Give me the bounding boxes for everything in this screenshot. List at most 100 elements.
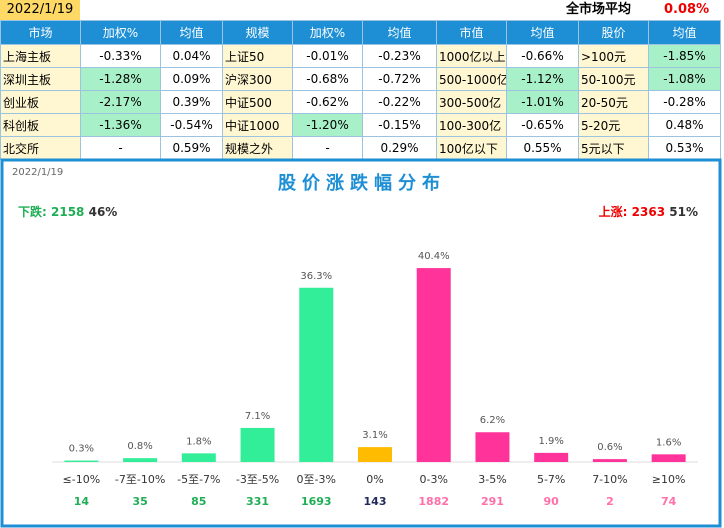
column-header: 规模 <box>222 20 293 45</box>
table-cell: -0.66% <box>506 44 579 68</box>
chart: 2022/1/19 股价涨跌幅分布 下跌: 2158 46% 上涨: 2363 … <box>0 158 722 528</box>
table-cell: 500-1000亿 <box>436 67 507 91</box>
bar <box>534 452 569 462</box>
table-cell: -0.28% <box>648 90 721 114</box>
table-cell: 300-500亿 <box>436 90 507 114</box>
table-cell: 科创板 <box>0 113 81 137</box>
x-tick-label: 5-7% <box>537 473 565 486</box>
table-cell: -0.72% <box>362 67 437 91</box>
table-cell: -1.08% <box>648 67 721 91</box>
x-tick-label: 0-3% <box>420 473 448 486</box>
table-cell: -0.01% <box>292 44 363 68</box>
table-cell: 1000亿以上 <box>436 44 507 68</box>
bar <box>651 454 686 462</box>
table-cell: -0.15% <box>362 113 437 137</box>
down-label: 下跌: <box>18 204 47 219</box>
x-tick-label: -3至-5% <box>236 473 279 486</box>
count-label: 143 <box>364 495 387 508</box>
column-header: 均值 <box>648 20 721 45</box>
table-row: 深圳主板 -1.28% 0.09% 沪深300 -0.68% -0.72% 500-1000… <box>0 67 721 91</box>
column-header: 均值 <box>506 20 579 45</box>
up-count: 2363 <box>632 205 665 219</box>
table-row: 北交所 -0.59% 规模之外 -0.29% 100亿以下 0.55% 5元以下 0.53% <box>0 136 721 160</box>
up-summary: 上涨: 2363 51% <box>599 204 698 219</box>
down-count: 2158 <box>51 205 84 219</box>
count-label: 74 <box>661 495 677 508</box>
table-cell: -0.23% <box>362 44 437 68</box>
table-cell: 上海主板 <box>0 44 81 68</box>
column-header: 加权% <box>80 20 161 45</box>
table-cell: >100元 <box>578 44 649 68</box>
value-label: 0.8% <box>127 441 152 452</box>
table-cell: 北交所 <box>0 136 81 160</box>
table-cell: 深圳主板 <box>0 67 81 91</box>
x-tick-label: 3-5% <box>478 473 506 486</box>
column-header: 市值 <box>436 20 507 45</box>
bar <box>299 287 334 462</box>
table-cell: 100-300亿 <box>436 113 507 137</box>
table-cell: 0.29% <box>362 136 437 160</box>
value-label: 0.6% <box>597 442 622 453</box>
table-cell: - <box>80 136 161 160</box>
market-avg: 0.08% <box>664 2 710 17</box>
table-row: 科创板 -1.36% -0.54% 中证1000 -1.20% -0.15% 100-300… <box>0 113 721 137</box>
x-tick-label: -5至-7% <box>177 473 220 486</box>
table-cell: 0.59% <box>160 136 223 160</box>
down-percent: 46% <box>89 205 118 219</box>
table-cell: 100亿以下 <box>436 136 507 160</box>
value-label: 3.1% <box>362 430 387 441</box>
bar <box>123 458 158 462</box>
table-cell: -1.01% <box>506 90 579 114</box>
x-tick-label: 0至-3% <box>297 473 336 486</box>
count-label: 1693 <box>301 495 332 508</box>
table-cell: -2.17% <box>80 90 161 114</box>
count-label: 14 <box>74 495 90 508</box>
bar <box>358 447 392 462</box>
table-cell: 中证500 <box>222 90 293 114</box>
top-bar: 2022/1/19 全市场平均 0.08% <box>0 0 720 20</box>
bar <box>592 459 627 462</box>
count-label: 90 <box>544 495 560 508</box>
table-cell: -1.12% <box>506 67 579 91</box>
table-cell: -0.68% <box>292 67 363 91</box>
table-cell: 上证50 <box>222 44 293 68</box>
bar <box>416 268 451 462</box>
bar <box>475 432 510 462</box>
down-summary: 下跌: 2158 46% <box>18 204 117 219</box>
table-cell: 50-100元 <box>578 67 649 91</box>
table-cell: 20-50元 <box>578 90 649 114</box>
column-header: 市场 <box>0 20 81 45</box>
table-cell: 0.09% <box>160 67 223 91</box>
table-cell: 0.48% <box>648 113 721 137</box>
column-header: 加权% <box>292 20 363 45</box>
count-label: 2 <box>606 495 614 508</box>
table-cell: -0.22% <box>362 90 437 114</box>
chart-date: 2022/1/19 <box>12 167 63 178</box>
table-cell: -0.33% <box>80 44 161 68</box>
chart-title: 股价涨跌幅分布 <box>277 172 446 194</box>
table-row: 上海主板 -0.33% 0.04% 上证50 -0.01% -0.23% 1000亿以上 -0… <box>0 44 721 68</box>
count-label: 1882 <box>418 495 449 508</box>
up-percent: 51% <box>669 205 698 219</box>
bar <box>64 460 99 462</box>
value-label: 1.8% <box>186 436 211 447</box>
x-tick-label: ≤-10% <box>63 473 101 486</box>
chart-border <box>0 158 722 528</box>
table-cell: 沪深300 <box>222 67 293 91</box>
column-header: 均值 <box>160 20 223 45</box>
count-label: 35 <box>132 495 147 508</box>
table-cell: 0.55% <box>506 136 579 160</box>
table-cell: 5元以下 <box>578 136 649 160</box>
market-table: 市场 加权% 均值 规模 加权% 均值 市值 均值 股价 均值 上海主板 -0.33% 0.04% 上证5… <box>0 20 721 160</box>
value-label: 36.3% <box>300 271 332 282</box>
column-header: 均值 <box>362 20 437 45</box>
table-cell: 0.53% <box>648 136 721 160</box>
count-label: 85 <box>191 495 206 508</box>
column-header: 股价 <box>578 20 649 45</box>
table-cell: 0.39% <box>160 90 223 114</box>
count-label: 331 <box>246 495 269 508</box>
market-avg-label: 全市场平均 <box>566 2 632 17</box>
up-label: 上涨: <box>599 204 628 219</box>
value-label: 1.9% <box>538 436 563 447</box>
